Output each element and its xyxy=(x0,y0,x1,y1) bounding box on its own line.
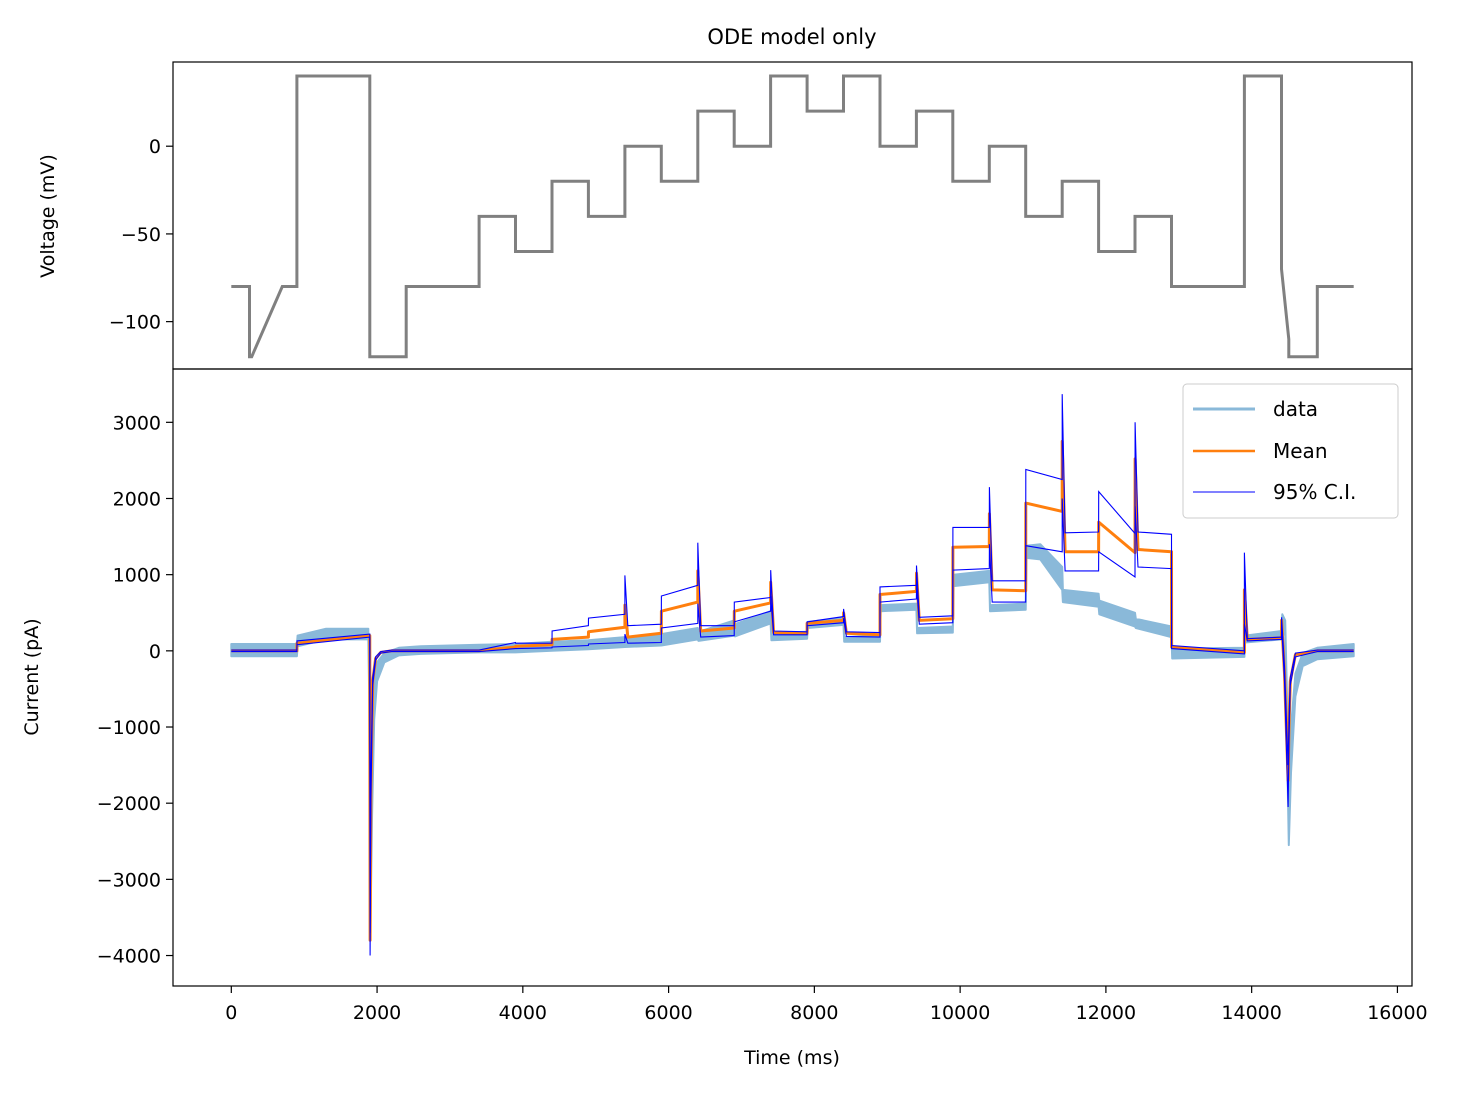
current-y-tick-label: −1000 xyxy=(97,717,161,739)
legend: data Mean 95% C.I. xyxy=(1182,383,1399,519)
legend-box xyxy=(1182,383,1399,519)
time-x-tick-label: 10000 xyxy=(930,1002,990,1024)
time-x-tick-label: 6000 xyxy=(644,1002,692,1024)
current-y-axis-label: Current (pA) xyxy=(21,618,43,735)
plot-title: ODE model only xyxy=(707,25,876,49)
voltage-y-axis-label: Voltage (mV) xyxy=(37,154,59,278)
voltage-y-tick-label: −100 xyxy=(109,312,161,334)
time-x-tick-label: 2000 xyxy=(353,1002,401,1024)
time-x-tick-label: 8000 xyxy=(790,1002,838,1024)
time-x-axis-label: Time (ms) xyxy=(743,1047,840,1069)
data-series-band xyxy=(230,543,1355,927)
ci-lower-line xyxy=(231,498,1354,956)
voltage-y-tick-label: 0 xyxy=(149,136,161,158)
current-y-tick-label: 0 xyxy=(149,641,161,663)
voltage-trace xyxy=(231,74,1354,359)
current-y-tick-label: 1000 xyxy=(113,565,161,587)
current-y-tick-label: −4000 xyxy=(97,946,161,968)
current-plot: −4000 −3000 −2000 −1000 0 1000 2000 3000 0 2000 4… xyxy=(21,368,1428,1069)
current-y-tick-label: −3000 xyxy=(97,869,161,891)
current-y-tick-label: 2000 xyxy=(113,488,161,510)
voltage-series-layer xyxy=(231,74,1354,359)
time-x-tick-label: 4000 xyxy=(499,1002,547,1024)
legend-label-mean: Mean xyxy=(1273,439,1328,463)
time-x-tick-label: 16000 xyxy=(1367,1002,1427,1024)
time-x-ticks: 0 2000 4000 6000 8000 10000 12000 14000 16000 xyxy=(225,986,1428,1024)
current-series-layer xyxy=(230,394,1355,956)
voltage-y-tick-label: −50 xyxy=(121,224,161,246)
legend-label-data: data xyxy=(1273,397,1318,421)
voltage-y-ticks: −100 −50 0 xyxy=(109,136,173,334)
time-x-tick-label: 14000 xyxy=(1221,1002,1281,1024)
legend-label-ci: 95% C.I. xyxy=(1273,480,1356,504)
current-y-tick-label: 3000 xyxy=(113,412,161,434)
voltage-plot: ODE model only −100 −50 0 Voltage (mV) xyxy=(37,25,1413,370)
ci-upper-line xyxy=(231,394,1354,933)
current-y-tick-label: −2000 xyxy=(97,793,161,815)
current-y-ticks: −4000 −3000 −2000 −1000 0 1000 2000 3000 xyxy=(97,412,173,968)
current-axes-frame xyxy=(172,368,1413,987)
time-x-tick-label: 0 xyxy=(225,1002,237,1024)
time-x-tick-label: 12000 xyxy=(1076,1002,1136,1024)
